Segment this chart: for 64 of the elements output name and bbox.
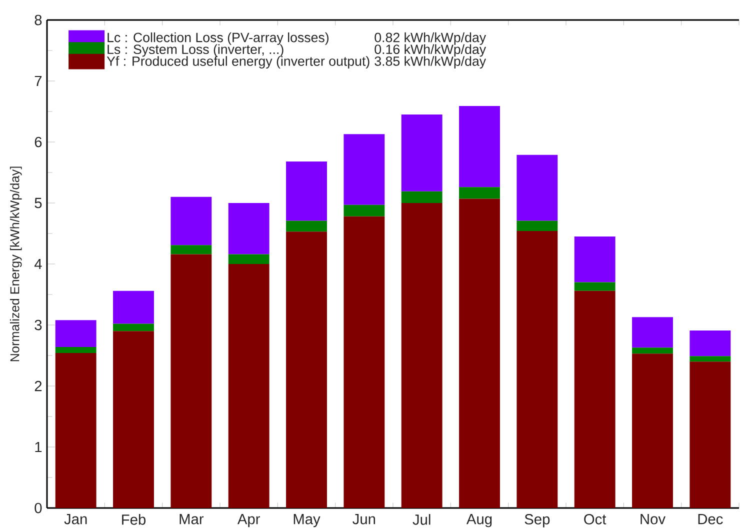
bar (113, 331, 154, 508)
x-tick-label: May (294, 514, 320, 528)
bar (401, 191, 442, 203)
x-tick-label: Oct (584, 514, 606, 524)
bar (632, 317, 673, 348)
bar (516, 154, 558, 221)
bar (690, 330, 731, 356)
bar (632, 348, 673, 354)
y-tick-label: 3 (34, 320, 42, 330)
bar (574, 282, 616, 291)
bar (516, 220, 558, 232)
bar (170, 254, 212, 508)
bar (516, 231, 558, 508)
bar (286, 220, 327, 232)
bar (286, 162, 327, 221)
bar (113, 324, 154, 332)
bar (401, 203, 442, 508)
legend-label: Ls : System Loss (inverter, ...) (108, 44, 284, 57)
bar (228, 203, 270, 254)
y-tick-label: 2 (34, 380, 42, 392)
x-tick-label: Dec (698, 514, 723, 524)
x-tick-label: Feb (122, 514, 146, 525)
x-tick-label: Mar (180, 514, 204, 524)
y-tick-label: 8 (34, 14, 42, 26)
x-tick-label: Jun (352, 514, 376, 524)
y-tick-label: 6 (34, 136, 42, 148)
legend-label: Lc : Collection Loss (PV-array losses) (108, 32, 329, 45)
x-tick-label: Jul (412, 514, 430, 525)
bar (228, 264, 270, 508)
y-tick-label: 0 (34, 502, 42, 514)
bar (459, 198, 500, 508)
annotation: 0.16 kWh/kWp/day (374, 44, 486, 57)
bar (459, 187, 500, 199)
bar (55, 320, 96, 347)
x-tick-label: Aug (466, 514, 492, 528)
bar (344, 134, 385, 205)
x-tick-label: Sep (524, 514, 550, 528)
bar (401, 114, 442, 192)
bar (690, 356, 731, 362)
y-tick-label: 4 (34, 258, 42, 270)
bar (632, 354, 673, 508)
x-tick-label: Apr (237, 514, 260, 528)
bar (574, 236, 616, 282)
annotation: 0.82 kWh/kWp/day (374, 32, 486, 45)
bar (344, 204, 385, 216)
bar (170, 245, 212, 254)
x-tick-label: Nov (640, 514, 666, 524)
bar (228, 254, 270, 264)
bar (170, 196, 212, 246)
bar (459, 106, 500, 188)
bar (113, 290, 154, 324)
bar (574, 290, 616, 508)
y-tick-label: 7 (34, 76, 42, 86)
y-tick-label: 1 (35, 442, 42, 452)
legend-label: Yf : Produced useful energy (inverter output) (106, 56, 370, 69)
bar (55, 353, 96, 508)
bar (286, 232, 327, 508)
bar (690, 362, 731, 508)
x-tick-label: Jan (64, 514, 87, 524)
bar (344, 216, 385, 508)
annotation: 3.85 kWh/kWp/day (374, 56, 486, 69)
bar (55, 346, 96, 354)
y-tick-label: 5 (34, 198, 42, 208)
y-axis-title: Normalized Energy [kWh/kWp/day] (10, 166, 22, 362)
